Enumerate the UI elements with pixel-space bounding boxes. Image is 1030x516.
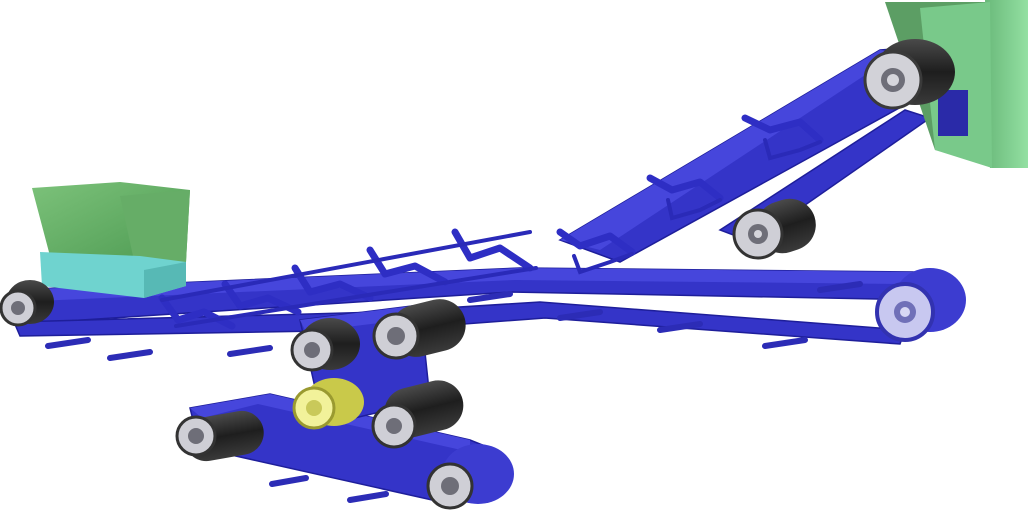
head-roller — [863, 39, 955, 110]
drive-roller-icon — [292, 378, 364, 430]
tail-roller-left — [0, 280, 54, 327]
tail-roller-right — [875, 268, 966, 342]
feed-hopper-icon — [32, 182, 190, 298]
roller-lower-right — [371, 380, 464, 449]
lower-belt-idlers — [269, 475, 389, 503]
main-belt-return-idlers — [45, 281, 863, 361]
incline-idlers — [556, 114, 824, 275]
roller-bottom-left — [175, 410, 264, 462]
roller-bottom-right — [426, 444, 514, 510]
roller-upper-left — [290, 318, 360, 372]
roller-upper-right — [372, 299, 466, 360]
main-belt-idlers — [158, 228, 538, 330]
tension-roller — [732, 198, 816, 260]
